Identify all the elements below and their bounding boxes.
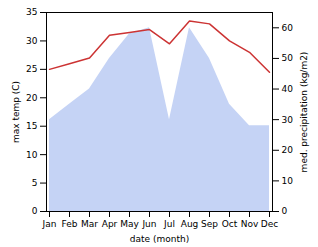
svg-text:Apr: Apr bbox=[102, 219, 118, 229]
svg-text:10: 10 bbox=[26, 150, 38, 160]
svg-text:0: 0 bbox=[282, 206, 288, 216]
svg-text:Aug: Aug bbox=[181, 219, 199, 229]
svg-text:15: 15 bbox=[26, 121, 37, 131]
svg-text:40: 40 bbox=[282, 84, 294, 94]
svg-text:Mar: Mar bbox=[81, 219, 98, 229]
svg-text:10: 10 bbox=[282, 176, 294, 186]
svg-text:Jan: Jan bbox=[42, 219, 57, 229]
svg-text:May: May bbox=[120, 219, 139, 229]
svg-text:20: 20 bbox=[26, 93, 38, 103]
svg-text:Oct: Oct bbox=[222, 219, 238, 229]
svg-text:60: 60 bbox=[282, 23, 294, 33]
svg-text:30: 30 bbox=[26, 36, 38, 46]
svg-text:50: 50 bbox=[282, 53, 294, 63]
svg-text:Jun: Jun bbox=[141, 219, 156, 229]
svg-text:date (month): date (month) bbox=[130, 234, 189, 244]
svg-text:Jul: Jul bbox=[163, 219, 175, 229]
svg-text:Feb: Feb bbox=[62, 219, 78, 229]
svg-text:25: 25 bbox=[26, 64, 37, 74]
svg-text:35: 35 bbox=[26, 7, 37, 17]
svg-text:20: 20 bbox=[282, 145, 294, 155]
svg-text:0: 0 bbox=[32, 206, 38, 216]
svg-text:Sep: Sep bbox=[201, 219, 218, 229]
svg-text:med. precipitation (kg/m2): med. precipitation (kg/m2) bbox=[299, 52, 309, 173]
svg-text:Nov: Nov bbox=[241, 219, 259, 229]
svg-text:30: 30 bbox=[282, 115, 294, 125]
svg-text:5: 5 bbox=[32, 178, 38, 188]
svg-text:Dec: Dec bbox=[261, 219, 278, 229]
svg-text:max temp (C): max temp (C) bbox=[11, 81, 21, 143]
